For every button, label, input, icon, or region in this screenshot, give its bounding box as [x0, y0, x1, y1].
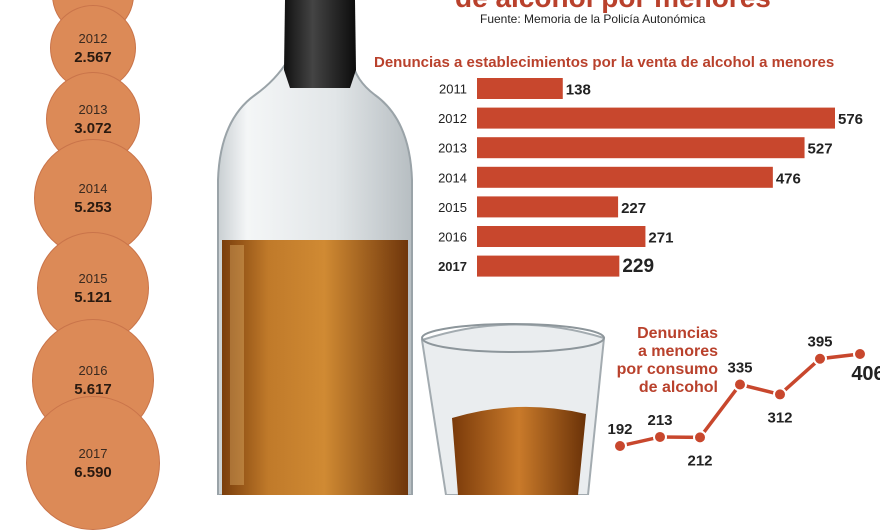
bar-category-label: 2016: [438, 230, 467, 245]
circle-value: 3.072: [74, 119, 112, 137]
bar-value-label: 271: [648, 230, 673, 247]
bar-value-label: 138: [566, 82, 591, 99]
line-value-label: 312: [767, 409, 792, 426]
circle-value: 2.567: [74, 48, 112, 66]
bar: [477, 166, 773, 188]
line-value-label: 395: [807, 334, 832, 351]
bar-category-label: 2015: [438, 200, 467, 215]
line-title-line: Denuncias: [637, 325, 718, 342]
bar: [477, 78, 563, 99]
bar-value-label: 476: [776, 170, 801, 187]
line-title-line: de alcohol: [638, 379, 718, 396]
line-point: [813, 351, 827, 366]
line-chart: 192 213 212 335 312 395 406: [607, 334, 880, 470]
bar-category-label: 2017: [438, 259, 467, 274]
bar-value-label: 527: [808, 141, 833, 158]
bar: [477, 196, 619, 218]
bar: [477, 226, 646, 247]
circle-value: 5.121: [74, 288, 112, 306]
line-chart-title: Denuncias a menores por consumo de alcohol: [598, 325, 718, 397]
shot-glass-illustration: [420, 323, 606, 495]
line-point: [653, 429, 667, 444]
circle-value: 6.590: [74, 463, 112, 481]
circle-item: 2017 6.590: [26, 396, 160, 530]
circle-year: 2012: [78, 30, 108, 46]
line-value-label: 335: [727, 360, 752, 377]
line-title-line: a menores: [637, 343, 718, 360]
circle-year: 2014: [78, 180, 108, 196]
line-value-label: 192: [607, 421, 632, 438]
line-point: [853, 347, 867, 361]
bar-value-label: 227: [621, 200, 646, 217]
line-point: [613, 439, 627, 453]
bar-chart: 2011 138 2012 576 2013 527 2014 476 2015 227 2016 2…: [438, 78, 863, 277]
line-point: [693, 430, 707, 445]
bar: [477, 137, 805, 159]
circle-year: 2015: [78, 270, 108, 286]
line-point: [733, 377, 747, 392]
bar-category-label: 2012: [438, 111, 467, 126]
circle-value: 5.617: [74, 380, 112, 398]
bar-value-label: 229: [622, 256, 654, 277]
bar: [477, 107, 835, 129]
circle-year: 2013: [78, 101, 108, 117]
line-point: [773, 387, 787, 402]
bar-category-label: 2013: [438, 141, 467, 156]
header-title: de alcohol por menores: [455, 0, 771, 12]
bar-category-label: 2014: [438, 170, 467, 185]
bar-chart-title: Denuncias a establecimientos por la vent…: [374, 54, 835, 71]
circle-year: 2016: [78, 362, 108, 378]
line-title-line: por consumo: [616, 361, 718, 378]
bottle-illustration: [217, 0, 413, 495]
circle-value: 5.253: [74, 198, 112, 216]
line-value-label: 406: [851, 363, 880, 385]
line-value-label: 212: [687, 452, 712, 469]
line-value-label: 213: [647, 412, 672, 429]
source-note: Fuente: Memoria de la Policía Autonómica: [480, 12, 706, 26]
circle-year: 2017: [78, 445, 108, 461]
bar: [477, 255, 620, 277]
bar-category-label: 2011: [439, 82, 467, 97]
circle-item: 2012 2.567: [50, 5, 136, 91]
bar-value-label: 576: [838, 111, 863, 128]
